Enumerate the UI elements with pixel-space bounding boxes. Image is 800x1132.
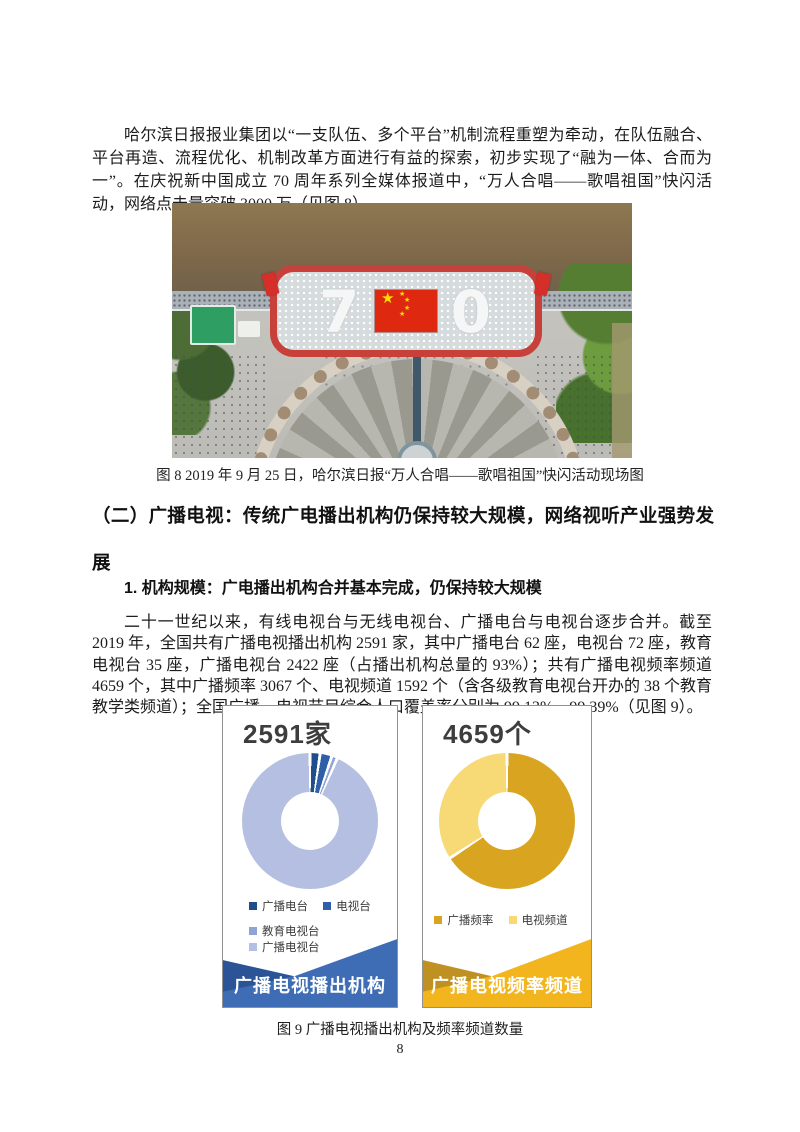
- donut-chart-channels: [439, 753, 575, 889]
- banner-label: 广播电视频率频道: [431, 976, 583, 996]
- chart-title: 2591家: [243, 719, 332, 749]
- legend-label: 电视频道: [521, 915, 568, 927]
- flag-star-icon: ★: [381, 291, 395, 307]
- chart-banner: 广播电视频率频道: [423, 937, 591, 1007]
- chart-card-broadcast-institutions: 2591家 广播电台 电视台 教育电视台 广播电视台 广播电视播出机构: [222, 705, 398, 1008]
- legend-swatch: [249, 926, 257, 935]
- flag-star-icon: ★: [399, 310, 406, 318]
- figure8-caption: 图 8 2019 年 9 月 25 日，哈尔滨日报“万人合唱——歌唱祖国”快闪活…: [156, 468, 644, 484]
- crowd-left: [172, 353, 267, 458]
- body-paragraph: 二十一世纪以来，有线电视台与无线电视台、广播电台与电视台逐步合并。截至 2019…: [92, 614, 713, 717]
- legend-item: 广播电台: [249, 898, 308, 914]
- white-tent: [238, 321, 260, 337]
- chart-card-channels: 4659个 广播频率 电视频道 广播电视频率频道: [422, 705, 592, 1008]
- legend-label: 广播电视台: [262, 942, 320, 954]
- formation-digit-0: 0: [450, 278, 491, 346]
- legend-label: 广播频率: [447, 915, 494, 927]
- figure8-photo: 7 0 ★ ★ ★ ★ ★: [172, 203, 632, 458]
- legend-swatch: [434, 915, 443, 924]
- donut-chart-institutions: [242, 753, 378, 889]
- legend-label: 电视台: [336, 901, 371, 913]
- figure9-caption: 图 9 广播电视播出机构及频率频道数量: [276, 1022, 524, 1038]
- legend-item: 广播电视台: [249, 939, 320, 955]
- legend-swatch: [508, 915, 517, 924]
- legend-item: 广播频率: [434, 912, 493, 928]
- chart-legend: 广播电台 电视台 教育电视台 广播电视台: [223, 898, 397, 964]
- flag-star-icon: ★: [404, 304, 411, 312]
- legend-swatch: [323, 901, 332, 910]
- legend-label: 教育电视台: [262, 926, 320, 938]
- green-roof-building: [190, 305, 236, 345]
- chart-legend: 广播频率 电视频道: [423, 912, 591, 928]
- legend-item: 电视频道: [508, 912, 568, 928]
- legend-label: 广播电台: [262, 901, 308, 913]
- section-heading: （二）广播电视：传统广电播出机构仍保持较大规模，网络视听产业强势发展: [92, 505, 714, 573]
- human-formation-70: 7 0 ★ ★ ★ ★ ★: [270, 265, 542, 357]
- flagpole: [413, 353, 421, 458]
- donut-hole: [280, 791, 340, 851]
- donut-hole: [477, 791, 537, 851]
- sub-heading: 1. 机构规模：广电播出机构合并基本完成，仍保持较大规模: [124, 580, 542, 597]
- legend-item: 教育电视台: [249, 923, 320, 939]
- china-flag: ★ ★ ★ ★ ★: [375, 290, 437, 332]
- banner-label: 广播电视播出机构: [234, 976, 386, 996]
- riverside-path: [612, 323, 632, 458]
- formation-digit-7: 7: [319, 278, 360, 346]
- legend-swatch: [249, 901, 257, 910]
- chart-title: 4659个: [443, 719, 532, 749]
- flag-star-icon: ★: [404, 296, 411, 304]
- legend-swatch: [249, 942, 257, 951]
- chart-banner: 广播电视播出机构: [223, 937, 397, 1007]
- page-number: 8: [396, 1042, 404, 1057]
- legend-item: 电视台: [323, 898, 371, 914]
- flag-star-icon: ★: [399, 290, 406, 298]
